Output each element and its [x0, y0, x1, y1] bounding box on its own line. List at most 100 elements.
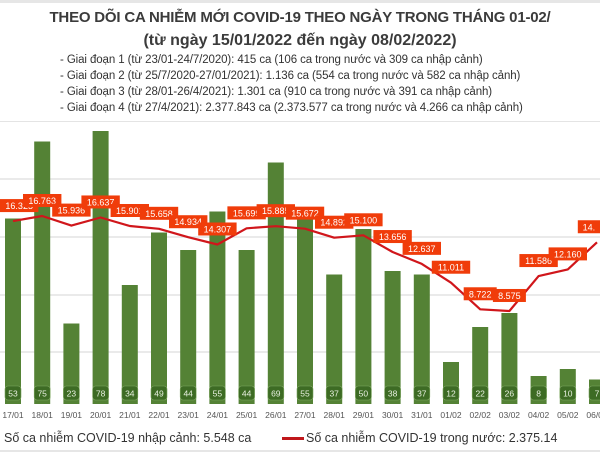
bar-21/01: [121, 285, 138, 404]
bar-value-label: 7: [595, 389, 600, 399]
phase-4-note: - Giai đoạn 4 (từ 27/4/2021): 2.377.843 …: [60, 102, 523, 114]
bar-value-label: 55: [300, 389, 310, 399]
x-tick-label: 25/01: [236, 410, 258, 420]
bar-value-label: 55: [213, 389, 223, 399]
x-tick-label: 18/01: [32, 410, 54, 420]
line-value-label: 8.722: [469, 289, 492, 299]
line-value-label: 12.160: [554, 249, 582, 259]
line-value-label: 15.672: [291, 209, 319, 219]
bar-label-box: [92, 385, 109, 401]
phase-3-note: - Giai đoạn 3 (từ 28/01-26/4/2021): 1.30…: [60, 86, 493, 98]
bar-value-label: 44: [183, 389, 193, 399]
phase-2-note: - Giai đoạn 2 (từ 25/7/2020-27/01/2021):…: [60, 70, 521, 82]
bar-02/02: [472, 327, 489, 404]
line-label-box: [315, 215, 354, 229]
line-value-label: 11.586: [525, 256, 552, 266]
line-label-box: [373, 230, 412, 244]
bar-label-box: [588, 385, 600, 401]
x-tick-label: 02/02: [470, 410, 492, 420]
legend-bar-label: Số ca nhiễm COVID-19 nhập cảnh: 5.548 ca: [4, 431, 252, 445]
bar-value-label: 38: [388, 389, 398, 399]
line-label-box: [169, 215, 208, 229]
line-value-label: 15.699: [233, 208, 261, 218]
line-value-label: 16.763: [28, 196, 56, 206]
bar-18/01: [34, 141, 51, 404]
line-value-label: 14.: [583, 222, 596, 232]
bar-value-label: 37: [417, 389, 427, 399]
bar-label-box: [209, 385, 226, 401]
bar-value-label: 44: [242, 389, 252, 399]
bar-20/01: [92, 131, 109, 404]
legend-bar-entry: Số ca nhiễm COVID-19 nhập cảnh: 5.548 ca: [4, 431, 274, 445]
x-tick-label: 17/01: [2, 410, 24, 420]
bar-label-box: [33, 385, 51, 401]
line-series: [12, 214, 598, 313]
line-label-box: [519, 254, 558, 268]
chart-subtitle: (từ ngày 15/01/2022 đến ngày 08/02/2022): [143, 32, 457, 49]
bar-value-label: 26: [505, 389, 515, 399]
bar-30/01: [384, 271, 401, 404]
bar-27/01: [297, 211, 313, 404]
line-label-box: [52, 203, 91, 217]
x-tick-label: 22/01: [148, 410, 170, 420]
line-value-label: 14.934: [174, 217, 202, 227]
x-tick-label: 19/01: [61, 410, 83, 420]
bar-label-box: [559, 385, 577, 401]
bar-label-box: [413, 385, 431, 401]
line-label-box: [492, 288, 526, 302]
x-tick-label: 26/01: [265, 410, 287, 420]
x-tick-label: 21/01: [119, 410, 141, 420]
line-value-label: 14.307: [204, 224, 232, 234]
top-border: [0, 0, 600, 3]
line-value-label: 8.575: [498, 291, 521, 301]
chart-title: THEO DÕI CA NHIỄM MỚI COVID-19 THEO NGÀY…: [49, 9, 551, 26]
bar-label-box: [355, 385, 372, 401]
bar-value-label: 8: [536, 389, 541, 399]
legend-line-label: Số ca nhiễm COVID-19 trong nước: 2.375.1…: [306, 431, 558, 445]
line-label-box: [431, 260, 471, 274]
bar-25/01: [238, 250, 255, 404]
bar-value-label: 49: [154, 389, 164, 399]
line-label-box: [548, 247, 587, 261]
bar-label-box: [530, 385, 547, 401]
bar-value-label: 78: [96, 389, 106, 399]
line-label-box: [110, 203, 149, 217]
line-value-label: 11.011: [438, 263, 464, 273]
bar-26/01: [267, 162, 284, 404]
bar-24/01: [209, 211, 226, 404]
x-tick-label: 01/02: [440, 410, 462, 420]
x-tick-label: 05/02: [557, 410, 579, 420]
line-value-label: 14.892: [320, 218, 348, 228]
bar-label-box: [325, 385, 343, 401]
bottom-border: [0, 450, 600, 452]
legend-line-swatch: [282, 437, 304, 441]
line-label-box: [227, 206, 266, 220]
bar-value-label: 34: [125, 389, 135, 399]
line-value-label: 16.637: [87, 197, 115, 207]
bar-29/01: [355, 229, 372, 404]
phase-1-note: - Giai đoạn 1 (từ 23/01-24/7/2020): 415 …: [60, 54, 483, 66]
bar-label-box: [63, 385, 80, 401]
bar-value-label: 37: [329, 389, 339, 399]
bar-value-label: 10: [563, 389, 573, 399]
line-label-box: [402, 241, 441, 255]
line-label-box: [198, 222, 237, 236]
bar-value-label: 50: [359, 389, 369, 399]
x-tick-label: 04/02: [528, 410, 550, 420]
line-value-label: 15.885: [262, 206, 290, 216]
line-value-label: 15.901: [116, 206, 144, 216]
bar-value-label: 75: [37, 389, 47, 399]
bar-label-box: [150, 385, 168, 401]
bar-03/02: [501, 313, 518, 404]
bar-label-box: [384, 385, 401, 401]
header-separator: [0, 121, 600, 122]
bar-label-box: [179, 385, 197, 401]
x-tick-label: 06/02: [586, 410, 600, 420]
bar-22/01: [151, 232, 167, 404]
bar-label-box: [238, 385, 255, 401]
bar-28/01: [326, 274, 343, 404]
x-tick-label: 03/02: [499, 410, 521, 420]
line-label-box: [256, 204, 295, 218]
bar-label-box: [442, 385, 460, 401]
